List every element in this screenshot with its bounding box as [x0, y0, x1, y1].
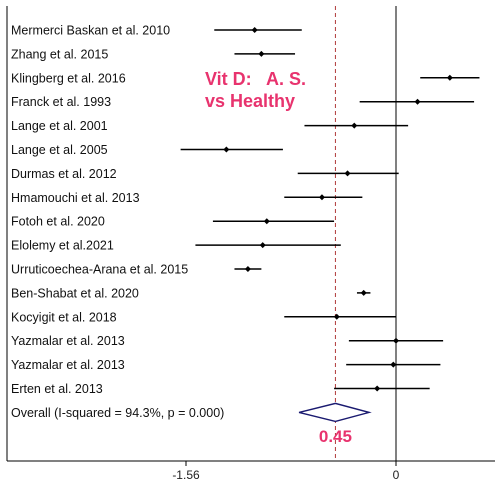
study-label: Franck et al. 1993 [11, 95, 111, 109]
study-point-estimate [318, 194, 325, 201]
study-label: Kocyigit et al. 2018 [11, 310, 117, 324]
overall-diamond [298, 402, 372, 423]
study-label: Klingberg et al. 2016 [11, 71, 126, 85]
study-label: Lange et al. 2005 [11, 143, 108, 157]
overall-label: Overall (I-squared = 94.3%, p = 0.000) [11, 406, 224, 420]
study-label: Zhang et al. 2015 [11, 47, 108, 61]
study-label: Yazmalar et al. 2013 [11, 334, 125, 348]
study-label: Lange et al. 2001 [11, 119, 108, 133]
study-point-estimate [351, 122, 358, 129]
study-point-estimate [344, 170, 351, 177]
study-point-estimate [414, 98, 421, 105]
study-label: Hmamouchi et al. 2013 [11, 191, 140, 205]
study-point-estimate [244, 266, 251, 272]
x-tick-label: 0 [393, 468, 400, 482]
study-label: Yazmalar et al. 2013 [11, 358, 125, 372]
study-point-estimate [259, 242, 266, 249]
study-label: Fotoh et al. 2020 [11, 215, 105, 229]
x-tick-label: -1.56 [172, 468, 200, 482]
study-point-estimate [390, 361, 397, 368]
pooled-estimate-label: 0.45 [319, 427, 352, 446]
study-label: Erten et al. 2013 [11, 382, 103, 396]
study-point-estimate [258, 50, 265, 57]
study-label: Durmas et al. 2012 [11, 167, 117, 181]
study-point-estimate [446, 74, 453, 81]
study-point-estimate [393, 337, 399, 344]
study-point-estimate [251, 27, 258, 33]
study-point-estimate [374, 385, 381, 392]
annotation-line: Vit D: A. S. [205, 69, 306, 89]
study-point-estimate [263, 218, 270, 225]
study-label: Urruticoechea-Arana et al. 2015 [11, 263, 188, 277]
annotation-line: vs Healthy [205, 91, 295, 111]
study-point-estimate [223, 146, 230, 153]
study-point-estimate [360, 289, 367, 296]
study-label: Ben-Shabat et al. 2020 [11, 286, 139, 300]
study-point-estimate [333, 313, 340, 320]
study-label: Mermerci Baskan et al. 2010 [11, 24, 170, 38]
study-label: Elolemy et al.2021 [11, 239, 114, 253]
